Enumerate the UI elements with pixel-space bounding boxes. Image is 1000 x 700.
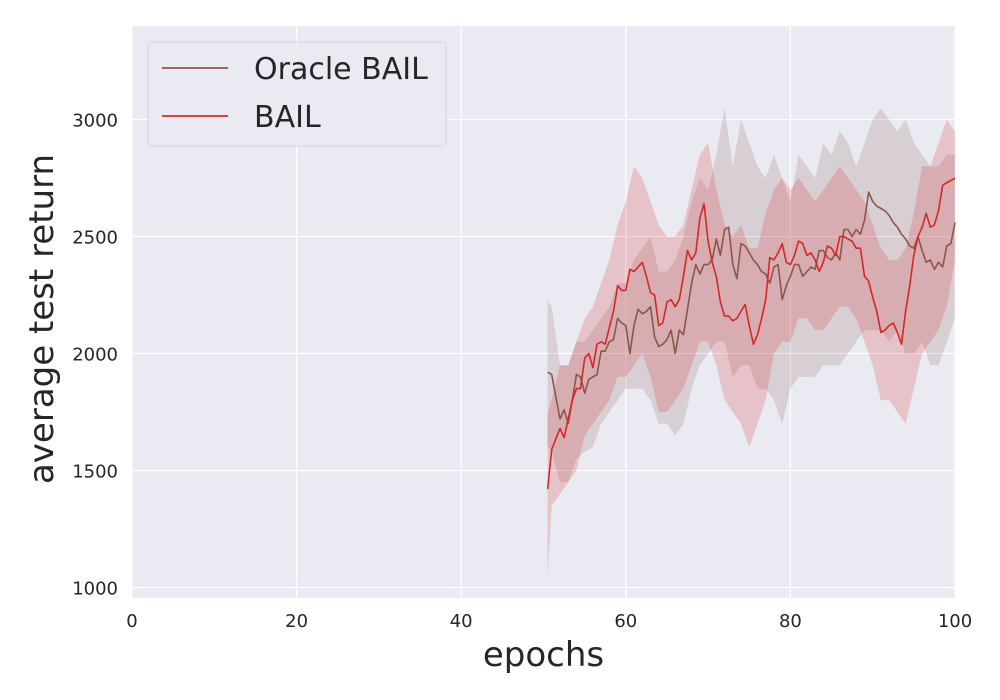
legend-label-oracle-bail: Oracle BAIL <box>254 52 428 87</box>
y-tick-label: 3000 <box>72 111 118 132</box>
x-tick-label: 40 <box>450 611 473 632</box>
y-tick-label: 2000 <box>72 345 118 366</box>
series-line-bail <box>546 177 956 490</box>
x-tick-label: 80 <box>779 611 802 632</box>
y-tick-label: 1500 <box>72 461 118 482</box>
x-tick-label: 0 <box>126 611 137 632</box>
series-lines <box>546 177 956 490</box>
x-axis-label: epochs <box>483 635 604 675</box>
y-axis-label: average test return <box>22 154 62 484</box>
y-axis-ticks: 1000 1500 2000 2500 3000 <box>72 111 118 600</box>
legend: Oracle BAIL BAIL <box>147 41 447 147</box>
y-tick-label: 1000 <box>72 578 118 599</box>
x-tick-label: 100 <box>938 611 972 632</box>
legend-label-bail: BAIL <box>254 100 321 135</box>
band-oracle-bail <box>547 107 955 483</box>
grid-lines <box>131 26 956 598</box>
x-tick-label: 20 <box>285 611 308 632</box>
y-tick-label: 2500 <box>72 228 118 249</box>
x-axis-ticks: 0 20 40 60 80 100 <box>126 611 972 632</box>
x-tick-label: 60 <box>614 611 637 632</box>
series-line-oracle-bail <box>547 191 956 425</box>
